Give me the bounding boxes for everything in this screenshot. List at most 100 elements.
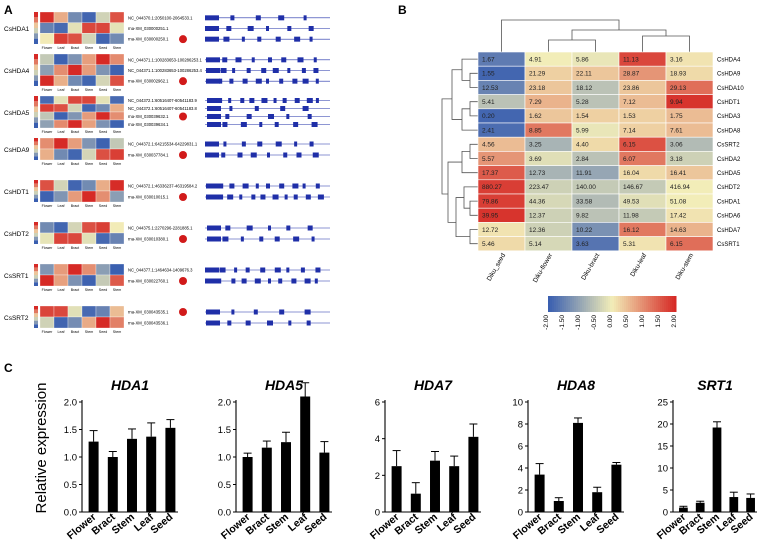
tissue-label: Stem [85,330,93,334]
exon-block [315,78,319,84]
mini-heatmap-cell [67,274,83,287]
color-scale-segment [548,296,551,312]
heatmap-cell-value: 1.55 [482,71,495,78]
tissue-label: Stem [85,46,93,50]
color-scale-segment [652,296,655,312]
tissue-label: Seed [99,204,107,208]
color-scale-segment [662,296,665,312]
heatmap-cell-value: 223.47 [529,184,549,191]
tissue-label: Stem [113,162,121,166]
mini-heatmap-cell [39,221,55,234]
mini-legend-swatch [34,275,38,279]
exon-block [240,98,245,103]
mini-heatmap-cell [67,11,83,23]
bar [679,507,688,512]
transcript-id: rna-XM_030039634.1 [128,122,169,127]
color-scale-segment [552,296,555,312]
row-dendrogram [441,98,452,195]
color-scale-segment [644,296,647,312]
exon-block [273,98,277,103]
heatmap-cell-value: 6.07 [623,156,636,163]
exon-block [207,98,221,103]
mini-heatmap-cell [95,148,111,161]
heatmap-cell-value: 29.13 [670,85,687,92]
exon-block [311,122,318,127]
exon-block [219,78,223,84]
tissue-label: Stem [85,88,93,92]
row-dendrogram [451,69,462,120]
transcript-id: rna-XM_030039632.1 [128,114,169,119]
exon-block [257,141,263,147]
exon-block [294,36,301,42]
row-dendrogram [469,143,478,159]
mini-heatmap-cell [81,103,97,113]
mini-legend-swatch [34,229,38,233]
mini-heatmap-cell [81,95,97,105]
heatmap-cell-value: 7.12 [623,99,636,106]
tissue-label: Leaf [58,88,65,92]
bar [319,452,330,512]
exon-block [275,141,282,147]
mini-legend-swatch [34,236,38,241]
transcript-id: rna-XM_030000250.1 [128,37,169,42]
heatmap-cell-value: 0.20 [482,113,495,120]
mini-heatmap-cell [67,103,83,113]
mini-legend-swatch [34,183,38,188]
mini-heatmap-cell [53,274,69,287]
mini-heatmap-cell [109,190,125,203]
mini-heatmap-cell [81,232,97,245]
mini-legend-swatch [34,156,38,160]
mini-heatmap-cell [95,53,111,65]
exon-block [205,141,219,147]
y-tick-label: 2.0 [218,398,231,409]
mini-heatmap-cell [53,119,69,129]
exon-block [239,194,243,200]
mini-heatmap-cell [53,148,69,161]
transcript-id: rna-XM_030010380.1 [128,237,169,242]
highlight-dot [179,193,187,201]
heatmap-cell-value: 22.11 [576,71,592,78]
tissue-label: Stem [113,88,121,92]
heatmap-cell-value: 6.15 [670,241,683,248]
color-scale-segment [594,296,597,312]
color-scale-tick: 0.00 [607,315,614,328]
y-axis-label: Relative expression [33,383,50,514]
bar [127,438,137,512]
heatmap-column-label: Diku-stem [675,252,696,281]
color-scale-segment [668,296,671,312]
tissue-label: Flower [42,46,54,50]
tissue-label: Leaf [58,46,65,50]
mini-heatmap-cell [95,274,111,287]
exon-block [241,278,247,284]
heatmap-cell-value: 11.13 [623,56,639,63]
transcript-id: rna-XM_030010015.1 [128,195,169,200]
heatmap-cell-value: 1.67 [482,56,495,63]
row-dendrogram [469,72,478,88]
tissue-label: Bract [71,288,79,292]
mini-heatmap-cell [95,316,111,329]
exon-block [223,141,227,147]
mini-heatmap-cell [53,221,69,234]
mini-heatmap-cell [81,111,97,121]
exon-block [266,183,270,189]
heatmap-row-label: CsHDT1 [717,100,741,106]
color-scale-segment [602,296,605,312]
tissue-label: Flower [42,288,54,292]
exon-block [266,26,269,31]
mini-heatmap-cell [39,137,55,150]
exon-block [274,236,280,242]
mini-heatmap-cell [67,53,83,65]
panel-a-gene-structures: CsHDA1 NC_044370.1:2050100-2064533.1 rna-X… [4,11,330,334]
mini-heatmap-cell [109,53,125,65]
heatmap-cell-value: 12.37 [529,213,546,220]
y-tick-label: 10 [512,398,523,409]
color-scale-segment [630,296,633,312]
transcript-id: NC_044372.1:46336237-46319584.2 [128,184,198,189]
exon-block [229,78,234,84]
mini-heatmap-cell [95,11,111,23]
y-tick-label: 20 [657,420,668,431]
exon-block [206,57,220,63]
exon-block [292,183,299,189]
transcript-id: NC_044372.1:60516407-60541183.9 [128,98,198,103]
color-scale-segment [584,296,587,312]
